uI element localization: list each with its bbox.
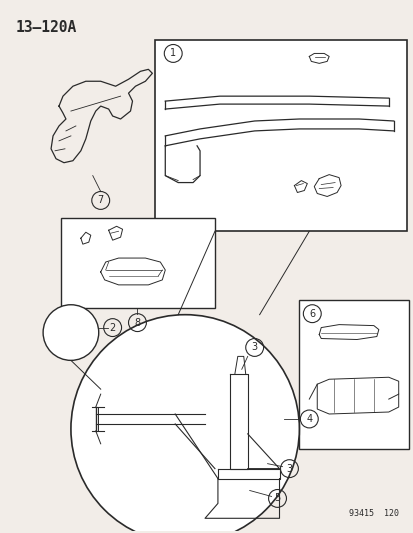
FancyBboxPatch shape: [61, 219, 214, 308]
Text: 3: 3: [251, 343, 257, 352]
Text: 5: 5: [274, 494, 280, 504]
Text: 7: 7: [97, 196, 104, 205]
Text: 3: 3: [286, 464, 292, 474]
Text: 2: 2: [109, 322, 116, 333]
Text: 4: 4: [306, 414, 312, 424]
FancyBboxPatch shape: [299, 300, 408, 449]
FancyBboxPatch shape: [155, 39, 406, 231]
Text: 6: 6: [309, 309, 315, 319]
Text: 93415  120: 93415 120: [348, 510, 398, 518]
Circle shape: [71, 314, 299, 533]
Circle shape: [43, 305, 98, 360]
Text: 13–120A: 13–120A: [15, 20, 76, 35]
Text: 8: 8: [134, 318, 140, 328]
Text: 1: 1: [170, 49, 176, 59]
